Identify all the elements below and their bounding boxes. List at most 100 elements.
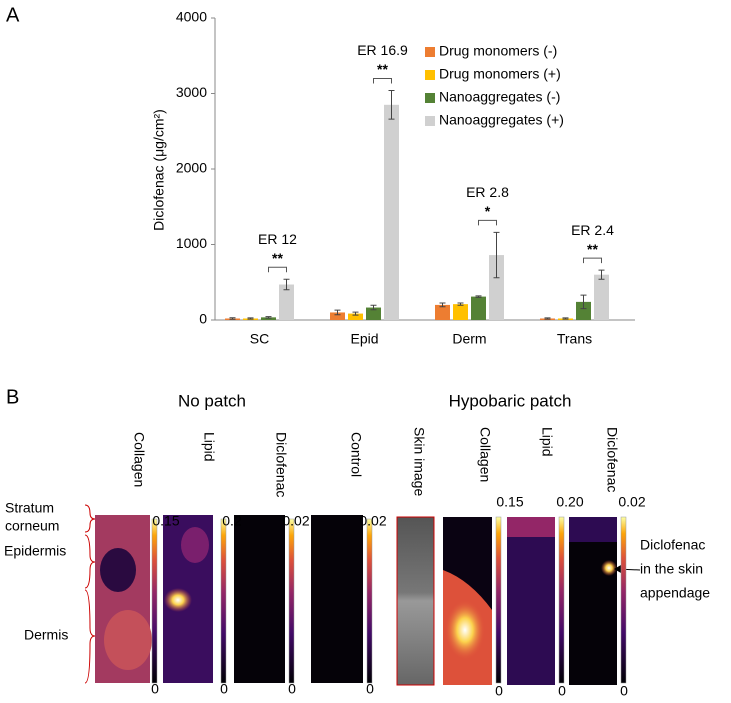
legend-label: Nanoaggregates (+)	[439, 112, 564, 128]
colorbar-min: 0	[220, 681, 228, 697]
image-label: Diclofenac	[273, 432, 289, 497]
image	[396, 516, 435, 686]
error-bar	[265, 316, 272, 319]
colorbar	[288, 518, 295, 684]
bar	[489, 255, 504, 320]
x-tick-label: Trans	[557, 331, 592, 347]
bar	[453, 304, 468, 320]
significance: **	[377, 61, 388, 77]
image-label: Diclofenac	[604, 427, 620, 492]
significance: **	[587, 241, 598, 257]
error-bar	[598, 269, 605, 280]
colorbar	[620, 516, 627, 684]
colorbar-max: 0.02	[282, 513, 309, 529]
colorbar-max: 0.02	[618, 494, 645, 510]
image-label: Collagen	[477, 427, 493, 482]
colorbar-min: 0	[558, 683, 566, 699]
bar	[471, 296, 486, 320]
annotation: ER 12	[258, 231, 297, 247]
error-bar	[544, 317, 551, 320]
error-bar	[229, 317, 236, 320]
colorbar-min: 0	[288, 681, 296, 697]
error-bar	[247, 317, 254, 320]
callout: Diclofenac	[640, 537, 705, 553]
significance: **	[272, 250, 283, 266]
panel-label: B	[6, 386, 19, 408]
x-tick-label: SC	[250, 331, 269, 347]
annotation: ER 2.4	[571, 222, 614, 238]
image	[569, 517, 617, 685]
significance-bracket	[373, 77, 392, 84]
legend-swatch	[425, 47, 435, 57]
y-tick-label: 1000	[176, 235, 207, 251]
bar	[348, 313, 363, 320]
legend-swatch	[425, 116, 435, 126]
image-detail	[445, 600, 485, 660]
layer-label: Dermis	[24, 627, 68, 643]
image-detail	[164, 588, 192, 612]
image	[507, 517, 555, 685]
bar	[366, 307, 381, 320]
image	[311, 515, 363, 683]
colorbar-min: 0	[366, 681, 374, 697]
error-bar	[580, 294, 587, 310]
significance-bracket	[478, 219, 497, 226]
group-title: Hypobaric patch	[449, 391, 572, 410]
image	[234, 515, 285, 683]
error-bar	[457, 302, 464, 306]
error-bar	[439, 302, 446, 308]
y-tick-label: 0	[199, 311, 207, 327]
image-label: Skin image	[411, 427, 427, 496]
bar	[279, 284, 294, 320]
colorbar-max: 0.20	[556, 494, 583, 510]
image-label: Lipid	[201, 432, 217, 462]
bar	[435, 304, 450, 320]
image-detail	[507, 517, 555, 537]
panel-b-images	[84, 504, 641, 686]
layer-label: Epidermis	[4, 543, 66, 559]
callout: appendage	[640, 585, 710, 601]
bar	[594, 274, 609, 320]
layer-label: corneum	[5, 518, 59, 534]
error-bar	[562, 317, 569, 320]
error-bar	[334, 309, 341, 316]
bar	[576, 301, 591, 320]
bracket	[84, 504, 96, 533]
group-title: No patch	[178, 391, 246, 410]
arrow-head	[614, 565, 621, 573]
error-bar	[352, 311, 359, 316]
image-detail	[569, 517, 617, 542]
legend-label: Drug monomers (+)	[439, 66, 561, 82]
colorbar-min: 0	[495, 683, 503, 699]
image-detail	[181, 527, 209, 563]
bar	[384, 104, 399, 320]
colorbar-min: 0	[151, 681, 159, 697]
significance-bracket	[268, 266, 287, 273]
colorbar-max: 0.02	[359, 513, 386, 529]
bar	[261, 317, 276, 320]
bracket	[84, 589, 96, 684]
image-label: Collagen	[131, 432, 147, 487]
annotation: ER 2.8	[466, 184, 509, 200]
error-bar	[493, 231, 500, 279]
significance: *	[485, 203, 491, 219]
y-tick-label: 4000	[176, 9, 207, 25]
legend-swatch	[425, 70, 435, 80]
error-bar	[370, 304, 377, 311]
bracket	[84, 534, 96, 589]
y-axis-label: Diclofenac (μg/cm²)	[151, 109, 167, 231]
panel-label: A	[6, 4, 20, 26]
y-tick-label: 3000	[176, 84, 207, 100]
error-bar	[283, 278, 290, 291]
legend-label: Nanoaggregates (-)	[439, 89, 560, 105]
significance-bracket	[583, 257, 602, 264]
error-bar	[475, 295, 482, 298]
bar	[330, 312, 345, 320]
colorbar	[151, 518, 158, 684]
callout: in the skin	[640, 561, 703, 577]
colorbar	[366, 518, 373, 684]
colorbar	[220, 518, 227, 684]
colorbar	[558, 516, 565, 684]
image-label: Control	[348, 432, 364, 477]
